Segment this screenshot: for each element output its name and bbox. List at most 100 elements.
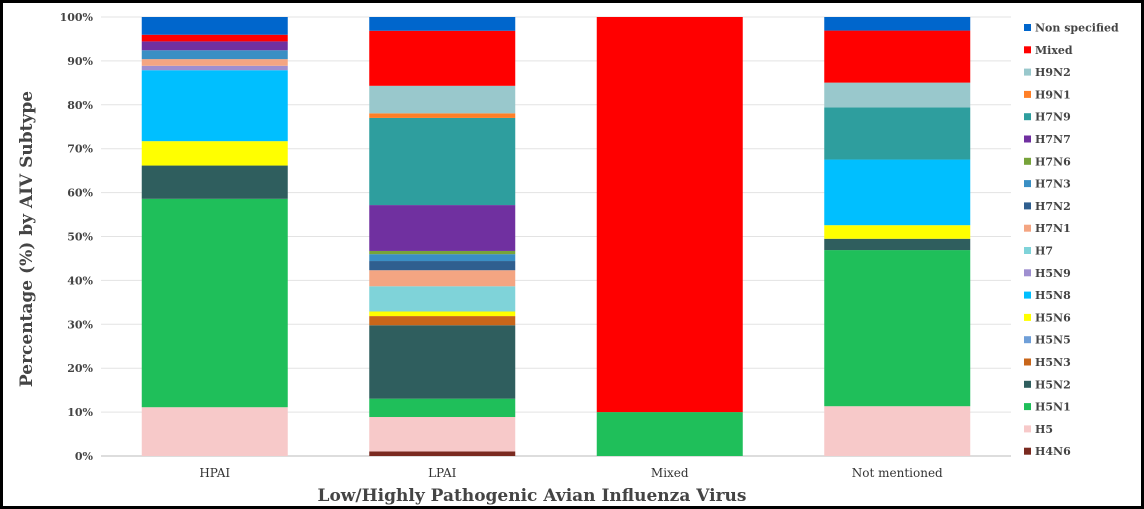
bar-segment-h5n1 xyxy=(141,198,288,408)
y-tick-label: 40% xyxy=(67,274,93,287)
bar-segment-h9n1 xyxy=(369,113,516,118)
legend: Non specified Mixed H9N2 H9N1 H7N9 H7N7 H7N6 H7… xyxy=(1024,22,1119,458)
legend-label: H9N1 xyxy=(1035,88,1071,101)
bar-segment-h7n2 xyxy=(369,261,516,271)
y-tick-label: 100% xyxy=(60,11,94,24)
legend-label: H9N2 xyxy=(1035,66,1071,79)
bar-segment-h5n3 xyxy=(369,316,516,326)
legend-swatch xyxy=(1024,269,1031,277)
bar-segment-h7n6 xyxy=(369,250,516,255)
bar-segment-h7n3 xyxy=(369,254,516,262)
y-tick-label: 70% xyxy=(67,143,93,156)
legend-label: H5N1 xyxy=(1035,401,1071,414)
legend-label: H5N2 xyxy=(1035,378,1071,391)
x-category-labels: HPAI LPAI Mixed Not mentioned xyxy=(199,466,943,480)
legend-swatch xyxy=(1024,313,1031,321)
y-tick-label: 60% xyxy=(67,187,93,200)
bar-segment-h7 xyxy=(369,286,516,312)
legend-swatch xyxy=(1024,202,1031,210)
bar-segment-h7n7 xyxy=(141,41,288,51)
legend-swatch xyxy=(1024,68,1031,76)
bar-segment-h5n2 xyxy=(369,325,516,399)
bar-segment-h7n9 xyxy=(369,117,516,206)
bar-segment-non-specified xyxy=(824,17,971,31)
y-tick-label: 30% xyxy=(67,318,93,331)
legend-label: Non specified xyxy=(1035,22,1119,35)
bar-segment-h7n1 xyxy=(369,270,516,287)
bar-segment-h5n8 xyxy=(824,159,971,226)
legend-label: H5N9 xyxy=(1035,267,1071,280)
legend-swatch xyxy=(1024,180,1031,188)
legend-swatch xyxy=(1024,291,1031,299)
bar-segment-h7n1 xyxy=(141,59,288,66)
legend-swatch xyxy=(1024,24,1031,31)
bar-segment-h9n2 xyxy=(824,82,971,108)
legend-swatch xyxy=(1024,90,1031,98)
bars xyxy=(141,17,971,456)
bar-segment-h5 xyxy=(824,406,971,456)
legend-swatch xyxy=(1024,447,1031,455)
bar-segment-h5n2 xyxy=(824,238,971,251)
legend-swatch xyxy=(1024,380,1031,388)
legend-swatch xyxy=(1024,425,1031,433)
legend-label: H7N1 xyxy=(1035,222,1071,235)
legend-swatch xyxy=(1024,135,1031,143)
legend-swatch xyxy=(1024,46,1031,54)
bar-segment-h5n1 xyxy=(596,412,743,456)
bar-segment-h9n2 xyxy=(369,85,516,114)
legend-swatch xyxy=(1024,113,1031,121)
legend-label: H7N7 xyxy=(1035,133,1071,146)
legend-label: H5N8 xyxy=(1035,289,1071,302)
bar-segment-mixed xyxy=(369,30,516,86)
chart-frame: 0% 10% 20% 30% 40% 50% 60% 70% 80% 90% 100% HPAI LP… xyxy=(3,3,1141,506)
legend-label: H5N6 xyxy=(1035,311,1071,324)
y-tick-label: 0% xyxy=(75,450,94,463)
bar-segment-non-specified xyxy=(369,17,516,31)
legend-label: H7N9 xyxy=(1035,111,1071,124)
bar-segment-non-specified xyxy=(141,17,288,35)
y-tick-label: 10% xyxy=(67,406,93,419)
bar-segment-h7n7 xyxy=(369,205,516,251)
x-category-label: Not mentioned xyxy=(852,466,943,480)
x-category-label: Mixed xyxy=(651,466,689,480)
y-tick-label: 80% xyxy=(67,99,93,112)
bar-segment-h5n6 xyxy=(369,311,516,317)
legend-label: H5 xyxy=(1035,423,1053,436)
legend-swatch xyxy=(1024,247,1031,254)
y-tick-label: 90% xyxy=(67,55,93,68)
legend-label: H7N6 xyxy=(1035,155,1071,168)
legend-swatch xyxy=(1024,336,1031,344)
bar-segment-h7n3 xyxy=(141,50,288,60)
bar-segment-mixed xyxy=(824,30,971,83)
legend-label: H4N6 xyxy=(1035,445,1071,458)
bar-segment-h4n6 xyxy=(369,451,516,456)
bar-segment-h5n8 xyxy=(141,70,288,142)
bar-segment-h7n9 xyxy=(824,107,971,160)
bar-segment-mixed xyxy=(141,34,288,42)
bar-segment-h5n2 xyxy=(141,165,288,199)
y-tick-label: 20% xyxy=(67,362,93,375)
legend-swatch xyxy=(1024,157,1031,165)
legend-label: Mixed xyxy=(1035,44,1073,57)
bar-segment-h5 xyxy=(141,407,288,456)
legend-swatch xyxy=(1024,403,1031,411)
legend-swatch xyxy=(1024,224,1031,232)
legend-label: H5N3 xyxy=(1035,356,1071,369)
x-category-label: HPAI xyxy=(199,466,230,480)
y-axis-label: Percentage (%) by AIV Subtype xyxy=(17,91,37,387)
legend-label: H5N5 xyxy=(1035,334,1071,347)
bar-segment-h5n6 xyxy=(141,141,288,166)
x-category-label: LPAI xyxy=(428,466,457,480)
bar-segment-h5n1 xyxy=(824,250,971,407)
legend-label: H7 xyxy=(1035,245,1053,258)
legend-label: H7N3 xyxy=(1035,178,1071,191)
x-axis-label: Low/Highly Pathogenic Avian Influenza Vi… xyxy=(317,486,746,506)
bar-segment-mixed xyxy=(596,17,743,413)
legend-label: H7N2 xyxy=(1035,200,1071,213)
y-tick-labels: 0% 10% 20% 30% 40% 50% 60% 70% 80% 90% 100% xyxy=(60,11,94,463)
legend-swatch xyxy=(1024,358,1031,366)
bar-segment-h5 xyxy=(369,417,516,452)
bar-segment-h5n6 xyxy=(824,225,971,239)
bar-segment-h5n1 xyxy=(369,398,516,418)
stacked-bar-chart: 0% 10% 20% 30% 40% 50% 60% 70% 80% 90% 100% HPAI LP… xyxy=(17,11,1119,506)
